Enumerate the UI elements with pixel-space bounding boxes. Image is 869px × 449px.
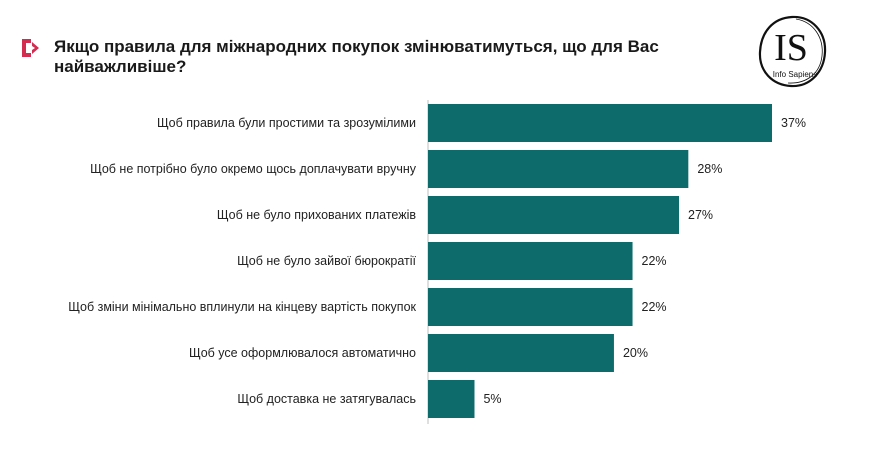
value-label: 37% bbox=[781, 116, 806, 130]
header-mark-icon bbox=[22, 39, 39, 57]
category-label: Щоб зміни мінімально вплинули на кінцеву… bbox=[68, 300, 416, 314]
value-label: 22% bbox=[642, 254, 667, 268]
bar bbox=[428, 380, 475, 418]
bar bbox=[428, 150, 689, 188]
chart-title: Якщо правила для міжнародних покупок змі… bbox=[54, 37, 659, 76]
value-label: 27% bbox=[688, 208, 713, 222]
category-label: Щоб правила були простими та зрозумілими bbox=[157, 116, 416, 130]
category-label: Щоб не було прихованих платежів bbox=[217, 208, 416, 222]
bar bbox=[428, 242, 633, 280]
bars-group: Щоб правила були простими та зрозумілими… bbox=[68, 104, 806, 418]
info-sapiens-logo: IS Info Sapiens bbox=[758, 15, 827, 88]
value-label: 20% bbox=[623, 346, 648, 360]
category-label: Щоб не було зайвої бюрократії bbox=[237, 254, 416, 268]
value-label: 5% bbox=[483, 392, 501, 406]
category-label: Щоб доставка не затягувалась bbox=[237, 392, 416, 406]
bar bbox=[428, 334, 614, 372]
bar bbox=[428, 196, 680, 234]
value-label: 28% bbox=[697, 162, 722, 176]
bar bbox=[428, 288, 633, 326]
category-label: Щоб усе оформлювалося автоматично bbox=[189, 346, 416, 360]
category-label: Щоб не потрібно було окремо щось доплачу… bbox=[90, 162, 417, 176]
value-label: 22% bbox=[642, 300, 667, 314]
logo-name: Info Sapiens bbox=[773, 70, 817, 79]
logo-initials: IS bbox=[774, 27, 808, 69]
bar bbox=[428, 104, 772, 142]
